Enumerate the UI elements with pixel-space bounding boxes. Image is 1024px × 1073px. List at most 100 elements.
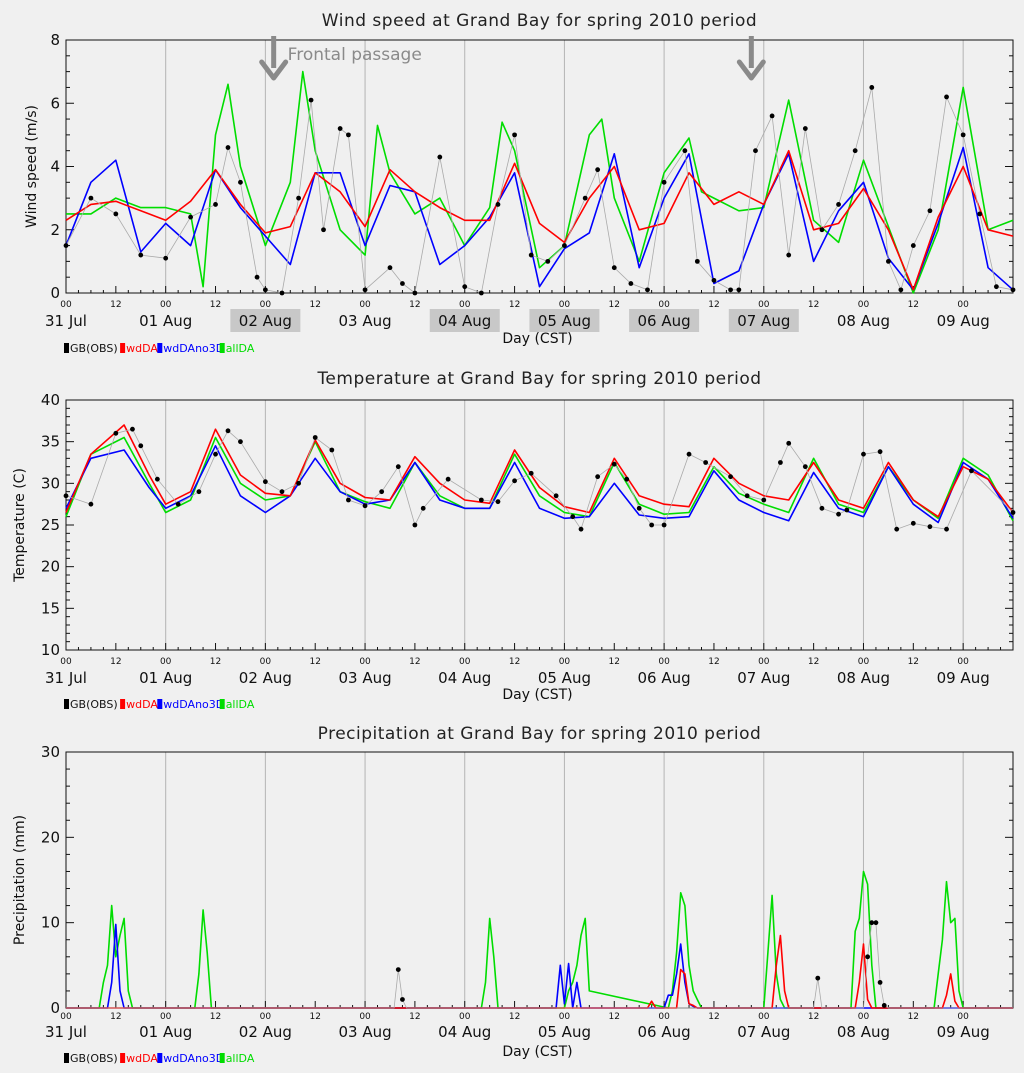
x-hour-label: 12 [210,657,221,667]
obs-point [337,126,343,131]
obs-point [175,501,181,507]
x-day-label: 06 Aug [638,669,691,687]
legend-label: wdDA [126,698,158,711]
x-hour-label: 12 [409,300,420,310]
x-hour-label: 00 [957,300,969,310]
obs-point [628,281,634,286]
y-tick-label: 20 [41,828,60,846]
series-line-obs [66,922,1013,1009]
legend-label: GB(OBS) [70,342,118,355]
series-line-wdda [66,934,1013,1009]
obs-point [213,451,218,457]
y-axis-label: Precipitation (mm) [12,815,28,945]
series-line-allda [66,70,1014,294]
x-hour-label: 00 [260,1012,272,1022]
obs-point [869,920,875,926]
x-hour-label: 12 [509,1012,520,1022]
obs-point [296,195,301,201]
x-hour-label: 12 [110,1012,121,1022]
obs-point [254,274,260,280]
obs-point [400,281,405,286]
obs-point [927,524,933,530]
x-hour-label: 12 [808,657,819,667]
legend-label: wdDA [126,1052,158,1065]
obs-point [445,476,451,482]
obs-point [993,284,999,290]
obs-point [736,287,742,293]
x-day-label: 08 Aug [837,312,890,330]
obs-point [786,252,792,258]
obs-point [877,980,883,985]
obs-point [63,243,69,248]
series-line-allda [66,870,1013,1009]
legend-swatch [64,343,69,353]
x-day-label: 03 Aug [338,312,391,330]
legend-swatch [120,699,126,709]
obs-point [645,287,650,293]
day-highlight [230,309,301,332]
y-axis-label: Wind speed (m/s) [24,105,40,228]
y-tick-label: 10 [41,914,60,932]
x-hour-label: 12 [908,300,919,310]
obs-point [225,428,231,434]
x-hour-label: 12 [609,1012,620,1022]
obs-point [130,426,135,432]
obs-point [495,499,501,505]
x-hour-label: 00 [60,1012,72,1022]
obs-point [262,479,268,485]
obs-point [865,954,871,960]
obs-point [819,227,825,233]
legend-swatch [219,1053,225,1063]
x-hour-label: 00 [858,1012,870,1022]
obs-point [213,202,218,207]
legend-label: GB(OBS) [70,1052,118,1065]
obs-point [478,497,484,503]
x-hour-label: 12 [708,657,719,667]
x-hour-label: 00 [957,657,969,667]
obs-point [163,255,169,261]
obs-point [753,148,758,154]
x-day-label: 06 Aug [638,1023,691,1041]
obs-point [769,113,775,119]
x-day-label: 31 Jul [45,1023,87,1041]
x-axis-label: Day (CST) [502,331,572,347]
x-day-label: 06 Aug [638,312,691,330]
obs-point [744,493,750,499]
legend-label: allDA [226,698,255,711]
x-day-label: 09 Aug [937,312,990,330]
obs-point [636,505,642,511]
legend-swatch [157,1053,163,1063]
x-hour-label: 00 [160,1012,172,1022]
obs-point [778,460,783,465]
series-line-wddano3d [65,444,1014,524]
plot-frame [65,39,1014,294]
obs-point [296,480,301,486]
obs-point [1010,287,1016,293]
x-day-label: 03 Aug [338,669,391,687]
frontal-arrow-head [259,59,289,81]
obs-point [63,493,69,499]
obs-point [279,489,285,495]
day-highlight [529,309,600,332]
series-line-allda [65,436,1014,522]
x-hour-label: 00 [359,300,371,310]
x-hour-label: 00 [658,300,670,310]
x-day-label: 05 Aug [538,669,591,687]
obs-point [562,243,567,248]
chart-title: Wind speed at Grand Bay for spring 2010 … [322,11,757,31]
y-tick-label: 6 [50,94,60,112]
day-highlight [728,309,799,332]
chart-panel-1: Wind speed at Grand Bay for spring 2010 … [24,11,1016,355]
y-axis-label: Temperature (C) [12,468,28,583]
x-day-label: 31 Jul [45,669,87,687]
series-line-obs [65,428,1014,531]
obs-point [910,243,916,248]
x-day-label: 02 Aug [239,312,292,330]
obs-point [379,489,385,495]
day-highlight [629,309,700,332]
obs-point [969,468,974,474]
x-day-label: 09 Aug [937,669,990,687]
obs-point [362,503,368,509]
obs-point [412,290,418,296]
